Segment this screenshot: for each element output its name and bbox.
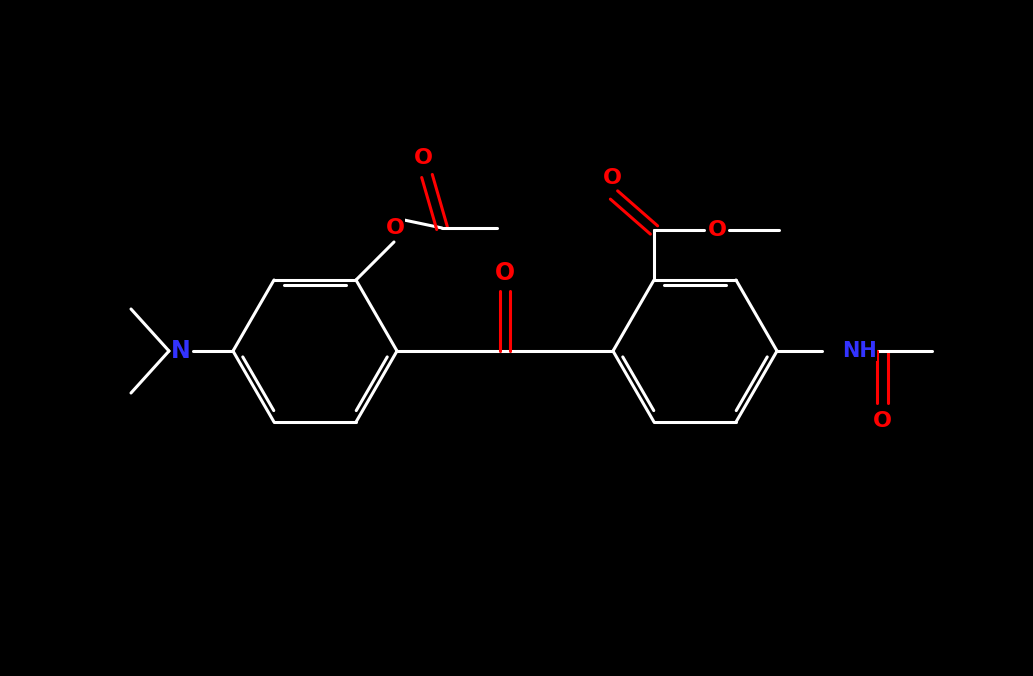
Text: O: O	[385, 218, 405, 238]
Text: O: O	[495, 261, 515, 285]
Text: O: O	[602, 168, 622, 188]
Text: N: N	[171, 339, 191, 363]
Text: O: O	[413, 148, 433, 168]
Text: NH: NH	[842, 341, 877, 361]
Text: O: O	[873, 411, 891, 431]
Text: O: O	[708, 220, 726, 240]
